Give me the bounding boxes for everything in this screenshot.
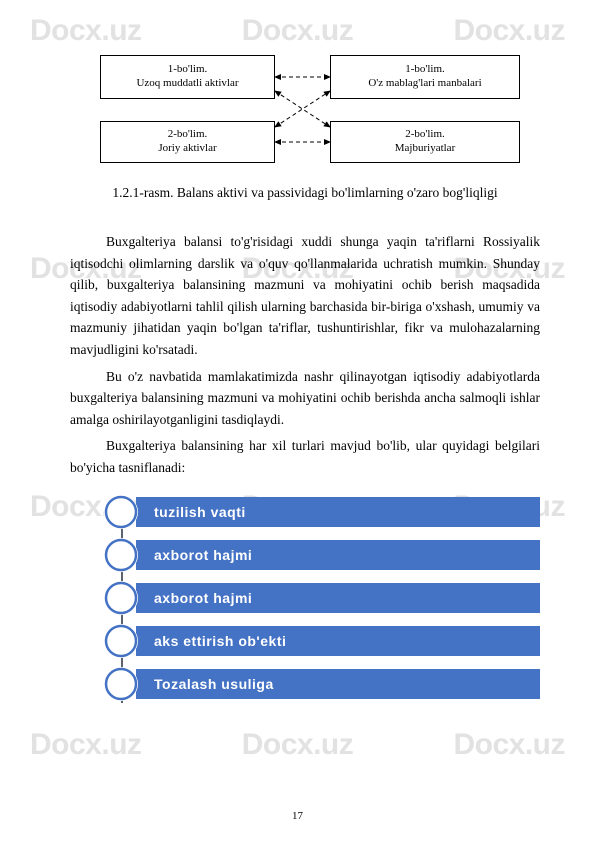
classification-list: tuzilish vaqti axborot hajmi axborot haj… xyxy=(104,497,540,705)
box-line2: Majburiyatlar xyxy=(395,142,455,156)
list-bar: aks ettirish ob'ekti xyxy=(136,626,540,656)
list-label: axborot hajmi xyxy=(154,590,252,606)
list-label: Tozalash usuliga xyxy=(154,676,274,692)
box-line1: 1-bo'lim. xyxy=(168,63,208,77)
list-item: tuzilish vaqti xyxy=(104,497,540,533)
circle-icon xyxy=(106,669,136,699)
list-bar: axborot hajmi xyxy=(136,583,540,613)
list-bar: axborot hajmi xyxy=(136,540,540,570)
paragraph: Bu o'z navbatida mamlakatimizda nashr qi… xyxy=(70,366,540,431)
list-item: aks ettirish ob'ekti xyxy=(104,626,540,662)
box-line1: 2-bo'lim. xyxy=(168,128,208,142)
box-line2: Uzoq muddatli aktivlar xyxy=(136,77,238,91)
list-bar: Tozalash usuliga xyxy=(136,669,540,699)
paragraph: Buxgalteriya balansining har xil turlari… xyxy=(70,435,540,478)
circle-icon xyxy=(106,583,136,613)
list-bullet-circle xyxy=(104,538,138,572)
list-bullet-circle xyxy=(104,495,138,529)
watermark: Docx.uz xyxy=(30,728,142,762)
box-line1: 1-bo'lim. xyxy=(405,63,445,77)
sections-diagram: 1-bo'lim. Uzoq muddatli aktivlar 1-bo'li… xyxy=(90,55,520,167)
list-label: axborot hajmi xyxy=(154,547,252,563)
list-bullet-circle xyxy=(104,581,138,615)
diagram-box-tl: 1-bo'lim. Uzoq muddatli aktivlar xyxy=(100,55,275,99)
box-line1: 2-bo'lim. xyxy=(405,128,445,142)
box-line2: Joriy aktivlar xyxy=(158,142,216,156)
box-line2: O'z mablag'lari manbalari xyxy=(368,77,481,91)
list-item: axborot hajmi xyxy=(104,540,540,576)
watermark-row: Docx.uz Docx.uz Docx.uz xyxy=(0,728,595,762)
circle-icon xyxy=(106,626,136,656)
page-content: 1-bo'lim. Uzoq muddatli aktivlar 1-bo'li… xyxy=(0,0,595,705)
circle-icon xyxy=(106,540,136,570)
diagram-caption: 1.2.1-rasm. Balans aktivi va passividagi… xyxy=(70,185,540,201)
list-label: aks ettirish ob'ekti xyxy=(154,633,286,649)
list-bullet-circle xyxy=(104,667,138,701)
page-number: 17 xyxy=(0,810,595,822)
list-item: axborot hajmi xyxy=(104,583,540,619)
paragraph: Buxgalteriya balansi to'g'risidagi xuddi… xyxy=(70,231,540,361)
list-label: tuzilish vaqti xyxy=(154,504,246,520)
circle-icon xyxy=(106,497,136,527)
list-bar: tuzilish vaqti xyxy=(136,497,540,527)
list-item: Tozalash usuliga xyxy=(104,669,540,705)
watermark: Docx.uz xyxy=(242,728,354,762)
diagram-box-br: 2-bo'lim. Majburiyatlar xyxy=(330,121,520,163)
list-bullet-circle xyxy=(104,624,138,658)
watermark: Docx.uz xyxy=(453,728,565,762)
diagram-box-bl: 2-bo'lim. Joriy aktivlar xyxy=(100,121,275,163)
diagram-box-tr: 1-bo'lim. O'z mablag'lari manbalari xyxy=(330,55,520,99)
